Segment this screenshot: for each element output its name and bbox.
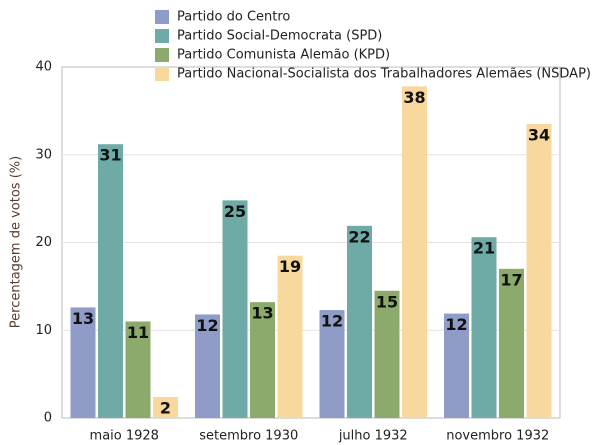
bar bbox=[222, 200, 248, 418]
y-tick-label: 0 bbox=[44, 411, 52, 426]
bar bbox=[374, 290, 400, 418]
x-tick-label: maio 1928 bbox=[90, 429, 159, 444]
legend-swatch bbox=[155, 29, 169, 43]
y-tick-label: 30 bbox=[35, 147, 52, 162]
data-label: 31 bbox=[99, 146, 121, 165]
bar bbox=[444, 313, 469, 418]
data-label: 22 bbox=[348, 227, 370, 246]
bar bbox=[98, 144, 123, 418]
bar bbox=[526, 124, 552, 418]
bar bbox=[70, 307, 96, 418]
data-label: 34 bbox=[528, 126, 550, 145]
y-tick-label: 20 bbox=[35, 235, 52, 250]
data-label: 15 bbox=[376, 292, 398, 311]
bar bbox=[125, 321, 151, 418]
data-label: 12 bbox=[445, 315, 467, 334]
x-tick-label: setembro 1930 bbox=[199, 429, 298, 444]
x-tick-label: novembro 1932 bbox=[446, 429, 549, 444]
data-label: 2 bbox=[160, 398, 171, 417]
bar bbox=[250, 302, 275, 418]
bar bbox=[153, 396, 178, 418]
legend-label: Partido Comunista Alemão (KPD) bbox=[177, 48, 390, 63]
data-label: 13 bbox=[72, 309, 94, 328]
legend-label: Partido Nacional-Socialista dos Trabalha… bbox=[177, 67, 591, 82]
data-label: 21 bbox=[473, 239, 495, 258]
data-label: 12 bbox=[196, 316, 218, 335]
y-tick-label: 10 bbox=[35, 323, 52, 338]
legend-label: Partido Social-Democrata (SPD) bbox=[177, 29, 382, 44]
data-label: 38 bbox=[403, 88, 425, 107]
bar bbox=[195, 314, 220, 418]
x-tick-label: julho 1932 bbox=[338, 429, 408, 444]
data-label: 17 bbox=[500, 270, 522, 289]
legend-swatch bbox=[155, 67, 169, 81]
data-label: 13 bbox=[251, 304, 273, 323]
bar bbox=[471, 237, 497, 418]
bar bbox=[402, 86, 427, 419]
data-label: 11 bbox=[127, 323, 149, 342]
bar bbox=[277, 255, 303, 418]
y-axis-label: Percentagem de votos (%) bbox=[9, 156, 24, 328]
legend-swatch bbox=[155, 48, 169, 62]
bar bbox=[319, 310, 345, 418]
data-label: 25 bbox=[224, 202, 246, 221]
y-tick-label: 40 bbox=[35, 60, 52, 75]
bar bbox=[347, 225, 372, 418]
legend-swatch bbox=[155, 10, 169, 24]
legend-label: Partido do Centro bbox=[177, 10, 290, 25]
data-label: 19 bbox=[279, 257, 301, 276]
bar bbox=[499, 268, 524, 418]
data-label: 12 bbox=[321, 312, 343, 331]
